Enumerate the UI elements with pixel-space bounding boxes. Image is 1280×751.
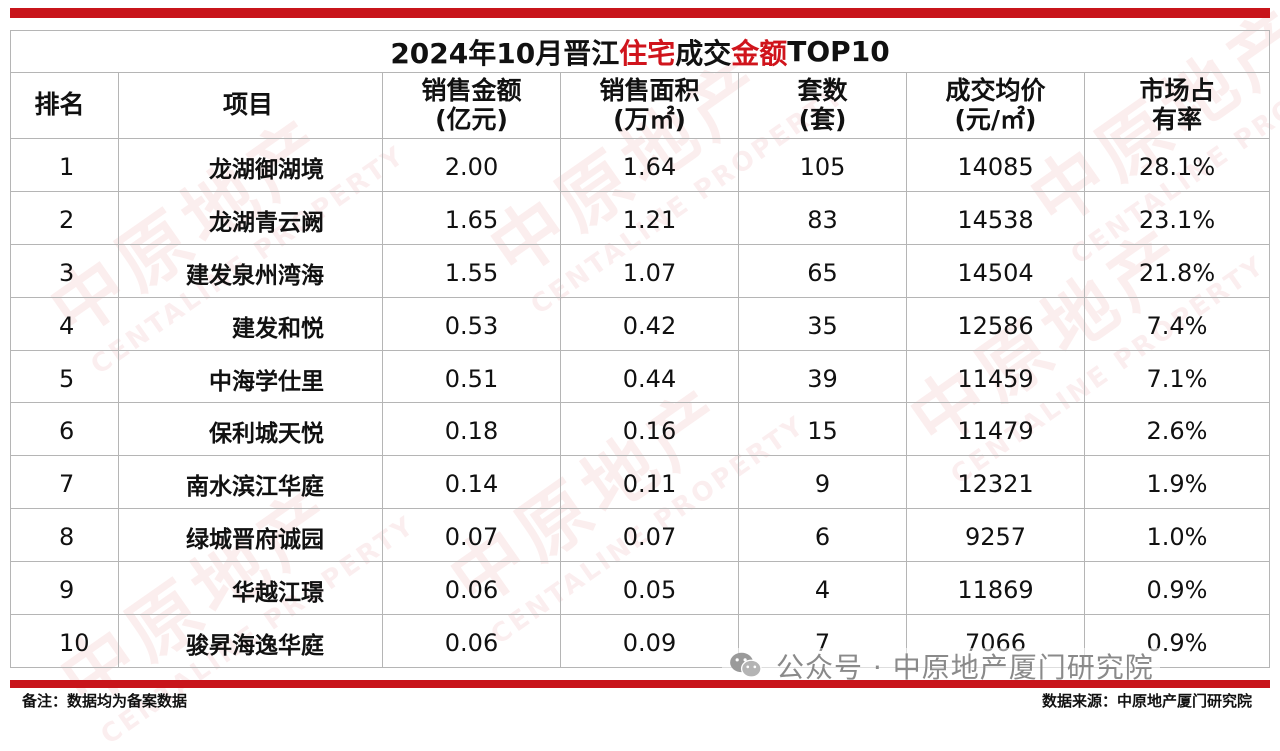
table-title: 2024年10月晋江 住宅 成交 金额 TOP10	[11, 31, 1269, 73]
units-cell: 4	[739, 562, 907, 615]
ranking-table: 2024年10月晋江 住宅 成交 金额 TOP10 排名 项目 销售金额 (亿元) 销售面…	[10, 30, 1270, 668]
rank-cell: 3	[11, 244, 119, 297]
area-cell: 0.09	[561, 615, 739, 668]
rank-cell: 8	[11, 509, 119, 562]
area-cell: 0.11	[561, 456, 739, 509]
bottom-accent-bar	[10, 680, 1270, 688]
table-row: 9 华越江璟 0.06 0.05 4 11869 0.9%	[11, 562, 1269, 616]
project-cell: 中海学仕里	[119, 350, 383, 403]
price-cell: 11869	[907, 562, 1085, 615]
footnote: 备注：数据均为备案数据	[22, 692, 188, 710]
price-cell: 14538	[907, 191, 1085, 244]
units-cell: 9	[739, 456, 907, 509]
header-sales-amount: 销售金额 (亿元)	[383, 73, 561, 138]
price-cell: 11479	[907, 403, 1085, 456]
top-accent-bar	[10, 8, 1270, 18]
header-market-share: 市场占 有率	[1139, 75, 1215, 134]
rank-cell: 2	[11, 191, 119, 244]
share-cell: 0.9%	[1146, 576, 1208, 605]
rank-cell: 7	[11, 456, 119, 509]
wechat-icon	[730, 652, 762, 678]
amount-cell: 0.07	[383, 509, 561, 562]
share-cell: 28.1%	[1138, 152, 1216, 181]
units-cell: 39	[739, 350, 907, 403]
header-sales-area: 销售面积 (万㎡)	[561, 73, 739, 138]
share-cell: 7.4%	[1146, 311, 1208, 340]
units-cell: 6	[739, 509, 907, 562]
area-cell: 1.21	[561, 191, 739, 244]
rank-cell: 1	[11, 139, 119, 191]
header-rank: 排名	[11, 73, 119, 138]
project-cell: 华越江璟	[119, 562, 383, 615]
project-cell: 南水滨江华庭	[119, 456, 383, 509]
project-cell: 龙湖青云阙	[119, 191, 383, 244]
share-cell: 7.1%	[1146, 364, 1208, 393]
share-cell: 1.9%	[1146, 470, 1208, 499]
project-cell: 骏昇海逸华庭	[119, 615, 383, 668]
price-cell: 14085	[907, 139, 1085, 191]
table-row: 8 绿城晋府诚园 0.07 0.07 6 9257 1.0%	[11, 509, 1269, 563]
area-cell: 1.07	[561, 244, 739, 297]
area-cell: 0.42	[561, 297, 739, 350]
project-cell: 绿城晋府诚园	[119, 509, 383, 562]
units-cell: 15	[739, 403, 907, 456]
project-cell: 保利城天悦	[119, 403, 383, 456]
units-cell: 83	[739, 191, 907, 244]
units-cell: 35	[739, 297, 907, 350]
area-cell: 0.05	[561, 562, 739, 615]
wechat-account-name: 公众号 · 中原地产厦门研究院	[776, 651, 1154, 684]
amount-cell: 0.14	[383, 456, 561, 509]
area-cell: 1.64	[561, 139, 739, 191]
amount-cell: 0.51	[383, 350, 561, 403]
amount-cell: 0.53	[383, 297, 561, 350]
project-cell: 建发泉州湾海	[119, 244, 383, 297]
amount-cell: 0.18	[383, 403, 561, 456]
rank-cell: 5	[11, 350, 119, 403]
amount-cell: 1.65	[383, 191, 561, 244]
project-cell: 龙湖御湖境	[119, 139, 383, 191]
price-cell: 12586	[907, 297, 1085, 350]
rank-cell: 10	[11, 615, 119, 668]
area-cell: 0.16	[561, 403, 739, 456]
area-cell: 0.07	[561, 509, 739, 562]
table-row: 6 保利城天悦 0.18 0.16 15 11479 2.6%	[11, 403, 1269, 457]
share-cell: 21.8%	[1138, 258, 1216, 287]
units-cell: 105	[739, 139, 907, 191]
header-avg-price: 成交均价 (元/㎡)	[907, 73, 1085, 138]
units-cell: 65	[739, 244, 907, 297]
table-row: 7 南水滨江华庭 0.14 0.11 9 12321 1.9%	[11, 456, 1269, 510]
table-row: 4 建发和悦 0.53 0.42 35 12586 7.4%	[11, 297, 1269, 351]
table-header-row: 排名 项目 销售金额 (亿元) 销售面积 (万㎡) 套数 (套) 成交均价 (元/㎡) …	[11, 73, 1269, 139]
project-cell: 建发和悦	[119, 297, 383, 350]
share-cell: 1.0%	[1146, 523, 1208, 552]
header-project: 项目	[119, 73, 383, 138]
table-row: 3 建发泉州湾海 1.55 1.07 65 14504 21.8%	[11, 244, 1269, 298]
rank-cell: 4	[11, 297, 119, 350]
rank-cell: 9	[11, 562, 119, 615]
share-cell: 2.6%	[1146, 417, 1208, 446]
table-row: 2 龙湖青云阙 1.65 1.21 83 14538 23.1%	[11, 191, 1269, 245]
table-row: 1 龙湖御湖境 2.00 1.64 105 14085 28.1%	[11, 139, 1269, 192]
price-cell: 9257	[907, 509, 1085, 562]
amount-cell: 0.06	[383, 615, 561, 668]
table-row: 5 中海学仕里 0.51 0.44 39 11459 7.1%	[11, 350, 1269, 404]
amount-cell: 2.00	[383, 139, 561, 191]
wechat-account-badge: 公众号 · 中原地产厦门研究院	[722, 648, 1160, 684]
header-units: 套数 (套)	[739, 73, 907, 138]
share-cell: 23.1%	[1138, 205, 1216, 234]
amount-cell: 1.55	[383, 244, 561, 297]
price-cell: 12321	[907, 456, 1085, 509]
price-cell: 11459	[907, 350, 1085, 403]
data-source: 数据来源：中原地产厦门研究院	[1041, 692, 1252, 710]
amount-cell: 0.06	[383, 562, 561, 615]
area-cell: 0.44	[561, 350, 739, 403]
rank-cell: 6	[11, 403, 119, 456]
price-cell: 14504	[907, 244, 1085, 297]
